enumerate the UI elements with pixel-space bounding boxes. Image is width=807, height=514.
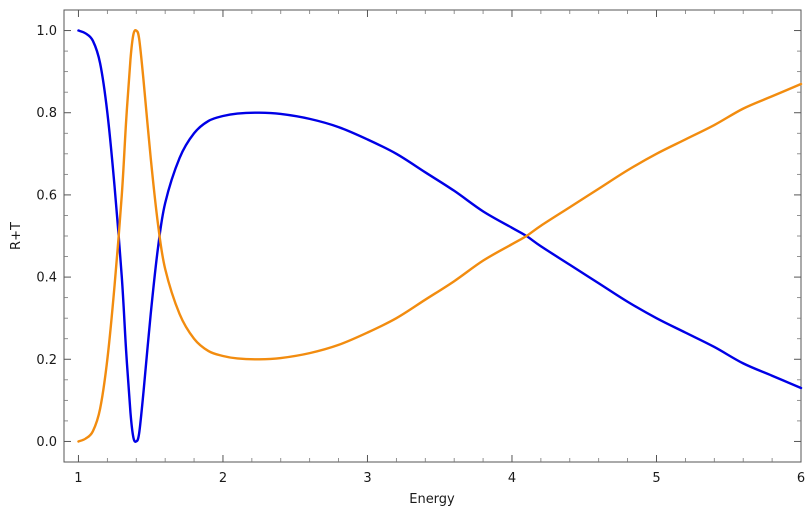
- y-tick-label: 0.6: [36, 188, 57, 203]
- x-tick-label: 5: [652, 471, 660, 486]
- y-tick-label: 0.8: [36, 106, 57, 121]
- y-tick-label: 0.0: [36, 435, 57, 450]
- y-tick-label: 0.2: [36, 353, 57, 368]
- x-tick-label: 1: [74, 471, 82, 486]
- y-tick-label: 0.4: [36, 271, 57, 286]
- plot-frame: [63, 9, 802, 463]
- y-tick-label: 1.0: [36, 24, 57, 39]
- series-lines: [77, 29, 803, 443]
- x-tick-label: 6: [797, 471, 805, 486]
- orange-series-line: [77, 29, 803, 443]
- tick-marks: [64, 10, 802, 462]
- tick-labels: 1 2 3 4 5 6 0.0 0.2 0.4 0.6 0.8 1.0: [36, 24, 805, 486]
- blue-series-line: [77, 29, 803, 443]
- x-tick-label: 3: [363, 471, 371, 486]
- x-tick-label: 2: [219, 471, 227, 486]
- x-tick-label: 4: [508, 471, 516, 486]
- x-axis-label: Energy: [409, 492, 455, 507]
- y-axis-label: R+T: [9, 222, 24, 250]
